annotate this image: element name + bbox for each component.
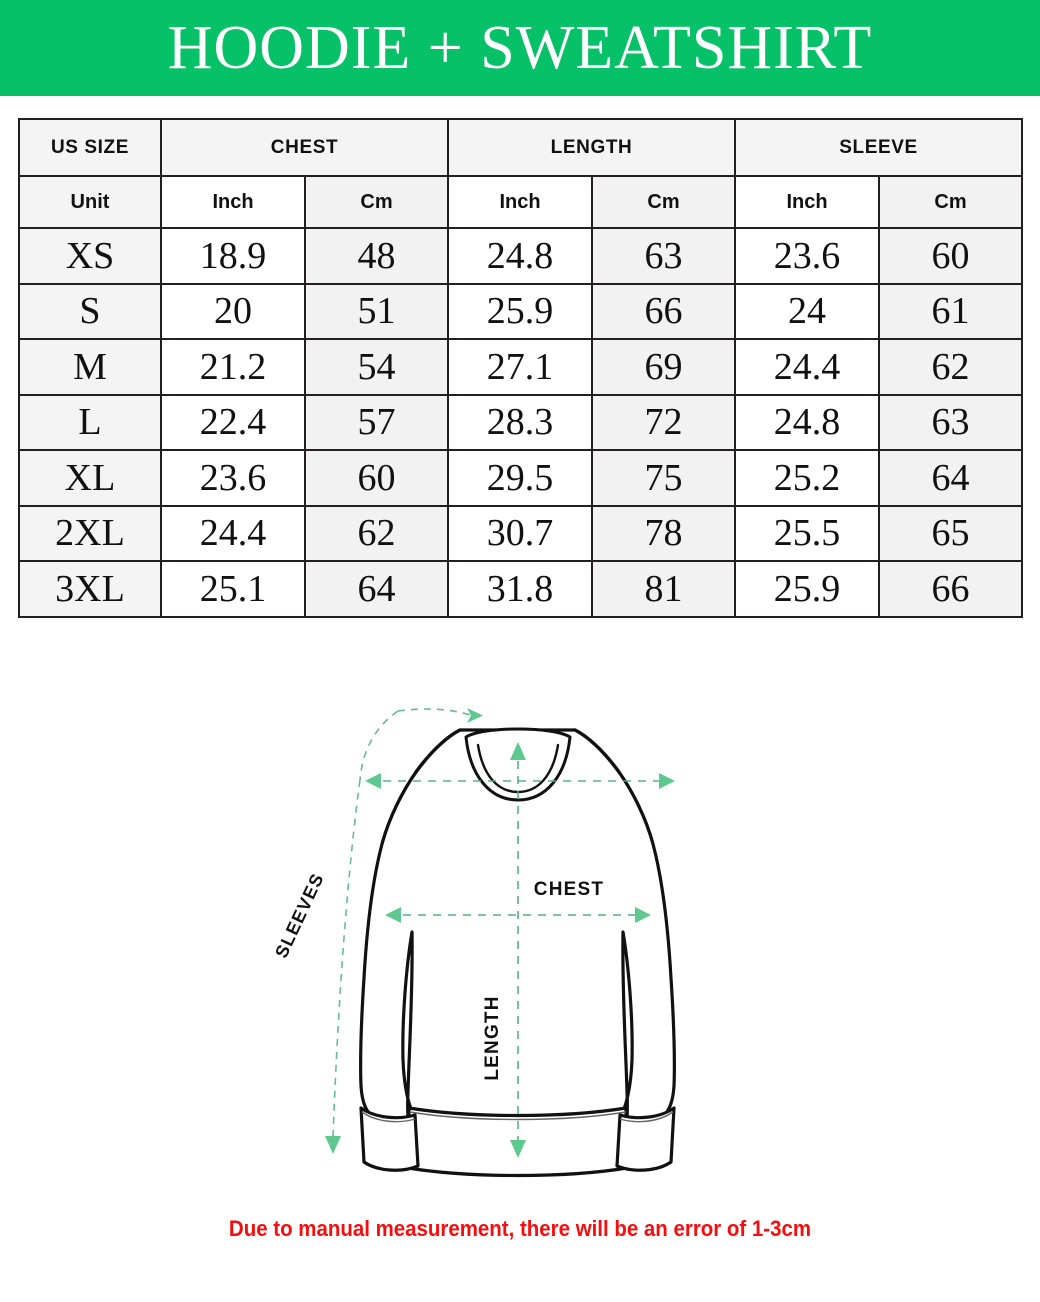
chest-label: CHEST [534, 879, 604, 900]
cell-sleeve-inch: 25.9 [734, 560, 880, 618]
cell-length-inch: 31.8 [447, 560, 593, 618]
cell-length-cm: 63 [591, 227, 736, 285]
header-length: LENGTH [447, 118, 736, 177]
header-chest: CHEST [160, 118, 449, 177]
cell-size: 2XL [18, 504, 162, 562]
armhole-seam-left [380, 770, 418, 845]
header-length-inch: Inch [447, 175, 593, 229]
cell-sleeve-inch: 23.6 [734, 227, 880, 285]
cell-sleeve-cm: 64 [877, 449, 1024, 507]
cell-sleeve-cm: 65 [877, 504, 1024, 562]
cell-length-inch: 24.8 [447, 227, 593, 285]
cell-length-inch: 25.9 [447, 282, 593, 340]
cell-chest-cm: 54 [304, 338, 449, 396]
cell-sleeve-cm: 61 [877, 282, 1024, 340]
size-chart-table: US SIZE CHEST LENGTH SLEEVE Unit Inch Cm… [18, 118, 1024, 618]
cell-length-cm: 81 [591, 560, 736, 618]
cell-length-inch: 28.3 [447, 393, 593, 451]
table-row: M 21.2 54 27.1 69 24.4 62 [18, 338, 1024, 396]
cell-sleeve-inch: 24.8 [734, 393, 880, 451]
cell-chest-inch: 24.4 [160, 504, 306, 562]
cell-chest-cm: 62 [304, 504, 449, 562]
sleeve-cuffs [359, 1105, 676, 1172]
cuff-seam-right [619, 1110, 674, 1122]
cell-length-cm: 69 [591, 338, 736, 396]
size-chart-container: US SIZE CHEST LENGTH SLEEVE Unit Inch Cm… [18, 118, 1024, 618]
table-header-unit-row: Unit Inch Cm Inch Cm Inch Cm [18, 175, 1024, 229]
cell-length-inch: 30.7 [447, 504, 593, 562]
cell-sleeve-cm: 60 [877, 227, 1024, 285]
header-sleeve-cm: Cm [877, 175, 1024, 229]
cell-chest-inch: 20 [160, 282, 306, 340]
measurement-disclaimer: Due to manual measurement, there will be… [228, 1215, 812, 1241]
cell-length-cm: 72 [591, 393, 736, 451]
cell-chest-inch: 22.4 [160, 393, 306, 451]
shoulder-seam-right [573, 727, 621, 774]
cell-length-cm: 66 [591, 282, 736, 340]
cell-size: 3XL [18, 560, 162, 618]
cell-chest-inch: 25.1 [160, 560, 306, 618]
cell-sleeve-cm: 62 [877, 338, 1024, 396]
table-row: XL 23.6 60 29.5 75 25.2 64 [18, 449, 1024, 507]
chest-arrowheads [385, 906, 651, 923]
cuff-seam-left [361, 1110, 416, 1122]
cell-sleeve-cm: 63 [877, 393, 1024, 451]
table-row: L 22.4 57 28.3 72 24.8 63 [18, 393, 1024, 451]
armhole-seam-right [617, 770, 655, 845]
cell-sleeve-inch: 25.2 [734, 449, 880, 507]
size-chart-body: XS 18.9 48 24.8 63 23.6 60 S 20 51 25.9 … [18, 227, 1024, 618]
cell-length-cm: 75 [591, 449, 736, 507]
table-row: 2XL 24.4 62 30.7 78 25.5 65 [18, 504, 1024, 562]
cell-size: XL [18, 449, 162, 507]
cell-length-inch: 29.5 [447, 449, 593, 507]
cell-chest-inch: 23.6 [160, 449, 306, 507]
hem-seam-line [409, 1110, 627, 1120]
cell-size: L [18, 393, 162, 451]
table-row: S 20 51 25.9 66 24 61 [18, 282, 1024, 340]
shoulder-seam-left [414, 727, 462, 774]
sleeves-arrowheads [325, 707, 483, 1154]
measurement-diagram: CHEST LENGTH SLEEVES [0, 668, 1040, 1208]
cell-size: XS [18, 227, 162, 285]
table-row: XS 18.9 48 24.8 63 23.6 60 [18, 227, 1024, 285]
guide-lines [332, 707, 471, 1138]
cell-sleeve-inch: 25.5 [734, 504, 880, 562]
header-sleeve-inch: Inch [734, 175, 880, 229]
length-label: LENGTH [482, 995, 503, 1080]
cell-sleeve-cm: 66 [877, 560, 1024, 618]
page-header-banner: HOODIE + SWEATSHIRT [0, 0, 1040, 96]
cell-sleeve-inch: 24 [734, 282, 880, 340]
header-sleeve: SLEEVE [733, 118, 1024, 177]
table-row: 3XL 25.1 64 31.8 81 25.9 66 [18, 560, 1024, 618]
header-chest-cm: Cm [304, 175, 449, 229]
header-length-cm: Cm [591, 175, 736, 229]
cell-size: S [18, 282, 162, 340]
shoulder-arrowheads [365, 772, 675, 789]
cell-sleeve-inch: 24.4 [734, 338, 880, 396]
table-header-group-row: US SIZE CHEST LENGTH SLEEVE [18, 118, 1024, 177]
sleeves-label: SLEEVES [271, 869, 328, 960]
cell-chest-cm: 60 [304, 449, 449, 507]
length-arrowheads [510, 741, 526, 1158]
cell-chest-cm: 57 [304, 393, 449, 451]
header-unit: Unit [18, 175, 162, 229]
header-us-size: US SIZE [18, 118, 162, 177]
cell-chest-inch: 18.9 [160, 227, 306, 285]
cell-chest-cm: 51 [304, 282, 449, 340]
sweatshirt-illustration: CHEST LENGTH SLEEVES [271, 707, 676, 1177]
header-chest-inch: Inch [160, 175, 306, 229]
cell-chest-cm: 64 [304, 560, 449, 618]
cell-chest-inch: 21.2 [160, 338, 306, 396]
cell-chest-cm: 48 [304, 227, 449, 285]
cell-size: M [18, 338, 162, 396]
page-title: HOODIE + SWEATSHIRT [167, 14, 873, 82]
cell-length-inch: 27.1 [447, 338, 593, 396]
cell-length-cm: 78 [591, 504, 736, 562]
